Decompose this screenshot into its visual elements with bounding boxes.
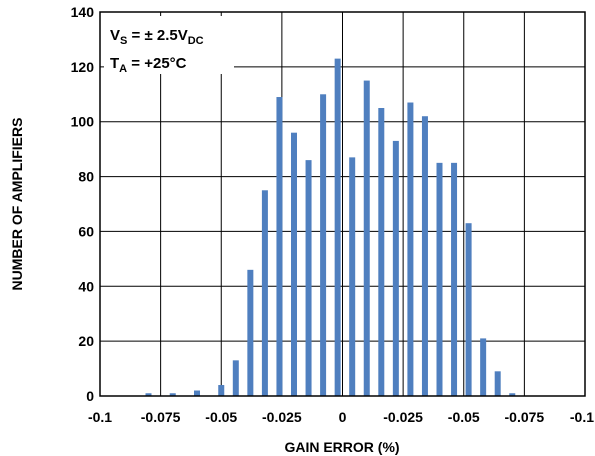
- x-tick-label: -0.05: [205, 409, 237, 425]
- x-tick-label: 0: [339, 409, 347, 425]
- annotation-ta: TA = +25°C: [110, 55, 187, 75]
- y-tick-label: 100: [71, 114, 95, 130]
- annotation-vs: VS = ± 2.5VDC: [110, 27, 204, 47]
- x-tick-label: -0.025: [383, 409, 423, 425]
- histogram-bar: [407, 102, 414, 396]
- x-tick-label: -0.1: [570, 409, 594, 425]
- grid-lines: [100, 11, 585, 397]
- histogram-bar: [276, 97, 283, 397]
- annotation-box: VS = ± 2.5VDC TA = +25°C: [104, 16, 234, 75]
- histogram-bar: [291, 132, 297, 396]
- histogram-bar: [218, 385, 225, 396]
- x-tick-label: -0.075: [141, 409, 181, 425]
- x-tick-label: -0.1: [88, 409, 112, 425]
- bars: [145, 58, 516, 397]
- x-tick-label: -0.075: [505, 409, 545, 425]
- histogram-bar: [334, 58, 341, 396]
- histogram-bar: [465, 223, 472, 396]
- histogram-bar: [480, 338, 487, 396]
- y-tick-label: 20: [78, 333, 94, 349]
- y-tick-label: 60: [78, 223, 94, 239]
- histogram-bar: [509, 393, 516, 396]
- histogram-bar: [305, 160, 312, 396]
- y-tick-label: 80: [78, 169, 94, 185]
- y-tick-labels: 0 20 40 60 80 100 120 140: [71, 4, 95, 404]
- histogram-bar: [194, 390, 200, 396]
- histogram-bar: [363, 80, 370, 397]
- histogram-bar: [378, 108, 385, 396]
- histogram-bar: [320, 94, 327, 397]
- plot-frame: [99, 11, 586, 397]
- histogram-bar: [261, 190, 268, 396]
- y-tick-label: 40: [78, 278, 94, 294]
- histogram-bar: [451, 162, 458, 396]
- histogram-bar: [421, 116, 428, 396]
- y-tick-label: 140: [71, 4, 95, 20]
- histogram-bar: [436, 162, 443, 396]
- histogram-bar: [392, 140, 399, 396]
- histogram-bar: [145, 393, 152, 396]
- annotation-background: [104, 16, 234, 74]
- histogram-bar: [247, 269, 254, 396]
- y-tick-label: 120: [71, 59, 95, 75]
- histogram-bar: [169, 393, 176, 396]
- x-axis-label: GAIN ERROR (%): [284, 439, 399, 455]
- x-tick-label: -0.05: [448, 409, 480, 425]
- histogram-bar: [494, 371, 501, 396]
- y-axis-label: NUMBER OF AMPLIFIERS: [9, 118, 25, 291]
- x-tick-label: -0.025: [262, 409, 302, 425]
- histogram-bar: [349, 157, 356, 396]
- histogram-bar: [232, 360, 239, 396]
- x-tick-labels: -0.1 -0.075 -0.05 -0.025 0 -0.025 -0.05 -0.075 -…: [88, 409, 594, 425]
- y-tick-label: 0: [86, 388, 94, 404]
